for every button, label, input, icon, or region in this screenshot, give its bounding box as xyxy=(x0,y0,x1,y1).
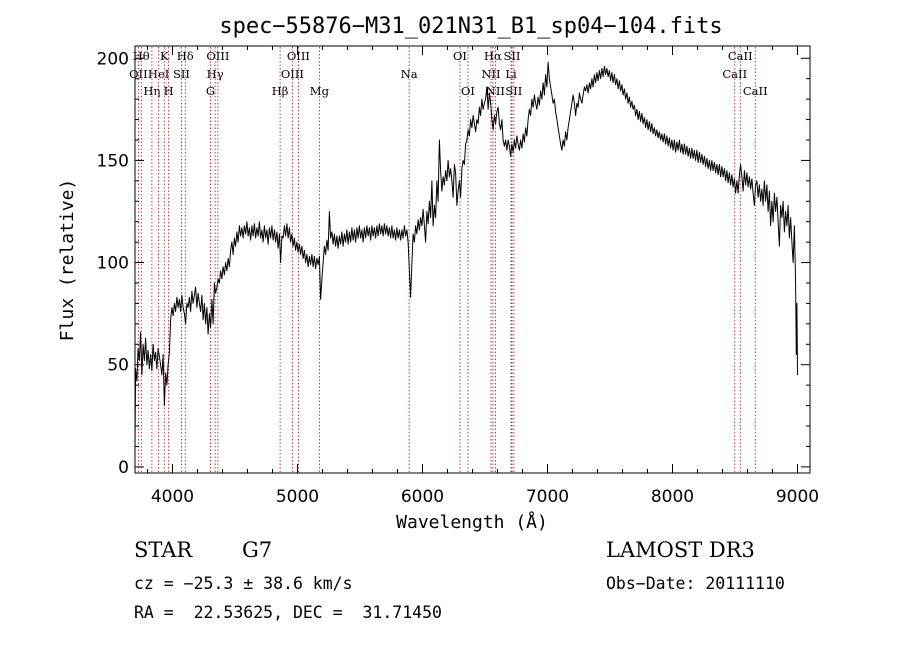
spectral-line-label: G xyxy=(206,84,215,98)
spectral-line-label: Hβ xyxy=(272,84,289,98)
object-subclass: G7 xyxy=(242,538,273,562)
spectral-line-label: Hη xyxy=(143,84,160,98)
spectrum-series xyxy=(134,61,798,447)
spectral-line-label: Hγ xyxy=(207,67,224,81)
spectral-line-label: HeI xyxy=(148,67,169,81)
y-axis-label: Flux (relative) xyxy=(57,179,78,342)
spectral-line-label: OI xyxy=(461,84,475,98)
redshift-text: cz = −25.3 ± 38.6 km/s xyxy=(134,574,353,593)
spectral-line-label: CaII xyxy=(728,49,753,63)
spectrum-line xyxy=(134,61,798,447)
spectral-line-label: Hθ xyxy=(133,49,150,63)
y-tick-label: 0 xyxy=(118,458,129,478)
spectral-line-label: Na xyxy=(401,67,418,81)
y-tick-label: 50 xyxy=(107,356,129,376)
y-axis-ticks: 0 50 100 150 200 xyxy=(97,49,810,478)
spectral-line-label: Hα xyxy=(484,49,502,63)
spectral-line-label: OI xyxy=(453,49,467,63)
spectral-line-label: Mg xyxy=(310,84,330,98)
x-tick-label: 6000 xyxy=(401,487,444,507)
spectral-line-labels: OII Hθ Hη HeI K H SII Hδ G Hγ OIII Hβ OIII OIII Mg Na OI… xyxy=(129,49,768,98)
x-axis-ticks: 4000 5000 6000 7000 8000 9000 xyxy=(147,46,819,507)
spectral-line-markers xyxy=(137,47,756,473)
spectral-line-label: CaII xyxy=(743,84,768,98)
y-tick-label: 100 xyxy=(97,254,129,274)
y-tick-label: 200 xyxy=(97,49,129,69)
spectral-line-label: OIII xyxy=(281,67,304,81)
x-tick-label: 8000 xyxy=(651,487,694,507)
spectral-line-label: SII xyxy=(504,49,521,63)
spectral-line-label: Li xyxy=(505,67,517,81)
spectral-line-label: NII xyxy=(481,67,500,81)
spectral-line-label: H xyxy=(164,84,174,98)
spectral-line-label: NII xyxy=(486,84,505,98)
plot-frame xyxy=(134,45,811,474)
spectral-line-label: CaII xyxy=(722,67,747,81)
survey-name: LAMOST DR3 xyxy=(606,538,755,562)
obs-date-text: Obs−Date: 20111110 xyxy=(606,574,785,593)
spectral-line-label: K xyxy=(160,49,169,63)
coordinates-text: RA = 22.53625, DEC = 31.71450 xyxy=(134,603,442,622)
spectral-line-label: SII xyxy=(173,67,190,81)
spectral-line-label: OIII xyxy=(287,49,310,63)
spectral-line-label: SII xyxy=(505,84,522,98)
x-axis-label: Wavelength (Å) xyxy=(396,511,548,533)
chart-title: spec−55876−M31_021N31_B1_sp04−104.fits xyxy=(219,14,722,39)
spectral-line-label: OII xyxy=(129,67,148,81)
object-class: STAR xyxy=(134,538,193,562)
x-tick-label: 7000 xyxy=(526,487,569,507)
x-tick-label: 5000 xyxy=(276,487,319,507)
y-tick-label: 150 xyxy=(97,151,129,171)
spectral-line-label: OIII xyxy=(206,49,229,63)
x-tick-label: 9000 xyxy=(776,487,819,507)
spectral-line-label: Hδ xyxy=(177,49,194,63)
x-tick-label: 4000 xyxy=(151,487,194,507)
